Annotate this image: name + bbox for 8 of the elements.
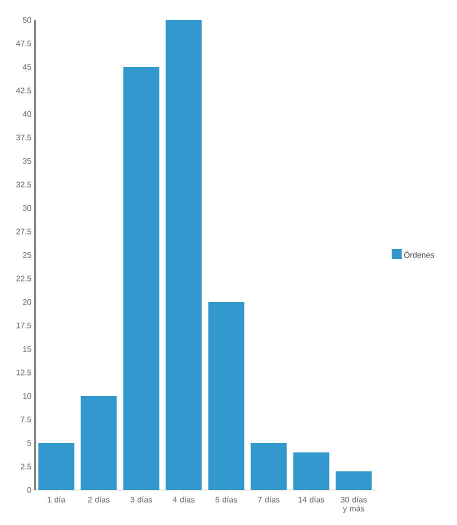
bar bbox=[336, 471, 372, 490]
bar bbox=[38, 443, 74, 490]
bar bbox=[80, 396, 117, 490]
bar bbox=[293, 452, 330, 490]
bar bbox=[123, 67, 160, 490]
bar bbox=[250, 443, 287, 490]
bar bbox=[208, 302, 244, 490]
bar bbox=[166, 20, 202, 490]
